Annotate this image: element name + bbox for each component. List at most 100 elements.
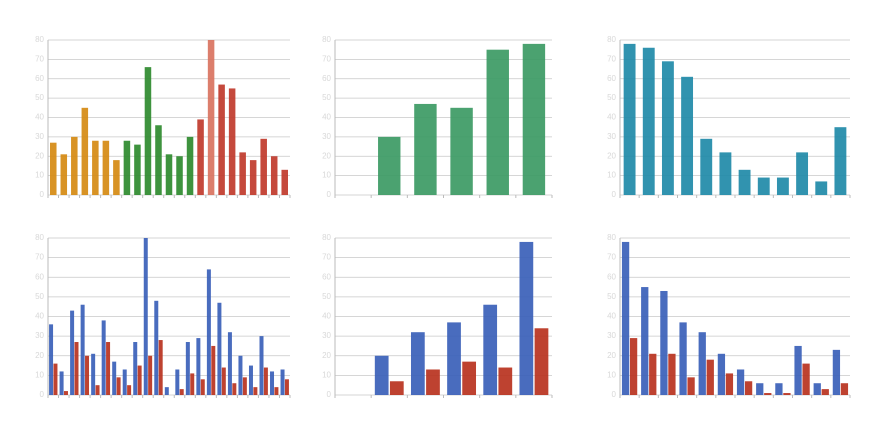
y-tick-label: 10 bbox=[607, 171, 616, 180]
bar bbox=[148, 355, 153, 395]
bar bbox=[744, 381, 753, 395]
bar bbox=[668, 353, 676, 395]
bar bbox=[143, 238, 148, 395]
bar bbox=[775, 383, 783, 395]
y-tick-label: 20 bbox=[607, 151, 616, 160]
y-tick-label: 0 bbox=[40, 390, 45, 399]
bar bbox=[274, 387, 279, 395]
bar bbox=[834, 127, 847, 195]
bar bbox=[70, 310, 75, 395]
y-tick-label: 40 bbox=[35, 312, 44, 321]
bar bbox=[101, 320, 106, 395]
bar bbox=[144, 67, 152, 195]
bar bbox=[483, 304, 498, 395]
bar bbox=[154, 300, 159, 395]
y-tick-label: 20 bbox=[607, 351, 616, 360]
bar bbox=[253, 387, 258, 395]
bar bbox=[378, 136, 401, 195]
bar bbox=[698, 332, 706, 395]
y-tick-label: 80 bbox=[607, 35, 616, 44]
y-tick-label: 10 bbox=[322, 171, 331, 180]
bar bbox=[123, 140, 131, 195]
bar bbox=[486, 49, 509, 195]
y-tick-label: 60 bbox=[35, 74, 44, 83]
bar bbox=[629, 338, 638, 395]
bar bbox=[242, 377, 247, 395]
bar bbox=[281, 169, 289, 195]
bar bbox=[802, 363, 810, 395]
y-tick-label: 20 bbox=[35, 351, 44, 360]
bar bbox=[217, 302, 222, 395]
bar bbox=[60, 154, 68, 195]
bar bbox=[228, 88, 236, 195]
y-tick-label: 0 bbox=[327, 390, 332, 399]
bar bbox=[179, 389, 184, 395]
bar bbox=[813, 383, 821, 395]
y-tick-label: 80 bbox=[322, 233, 331, 242]
bar bbox=[134, 144, 141, 195]
y-tick-label: 60 bbox=[607, 74, 616, 83]
bar bbox=[207, 40, 215, 195]
bar bbox=[211, 345, 216, 395]
bar bbox=[92, 140, 99, 195]
bar bbox=[410, 332, 425, 395]
bar bbox=[821, 389, 829, 395]
bar bbox=[186, 136, 194, 195]
bar bbox=[756, 383, 764, 395]
bar bbox=[80, 304, 85, 395]
y-tick-label: 70 bbox=[322, 54, 331, 63]
bar bbox=[95, 385, 100, 395]
bar bbox=[642, 47, 655, 195]
bar bbox=[719, 152, 732, 195]
bar bbox=[280, 369, 285, 395]
bar bbox=[534, 328, 549, 395]
y-tick-label: 30 bbox=[322, 331, 331, 340]
bar bbox=[85, 355, 90, 395]
bar bbox=[447, 322, 461, 395]
bar bbox=[200, 379, 205, 395]
bar bbox=[106, 342, 111, 395]
y-tick-label: 50 bbox=[607, 93, 616, 102]
bar bbox=[717, 353, 726, 395]
bar bbox=[49, 142, 57, 195]
bar bbox=[757, 177, 770, 195]
bar bbox=[155, 125, 162, 195]
bar bbox=[176, 156, 183, 195]
bar bbox=[736, 369, 745, 395]
y-tick-label: 80 bbox=[607, 233, 616, 242]
bar bbox=[232, 383, 237, 395]
bar bbox=[116, 377, 121, 395]
bar bbox=[776, 177, 789, 195]
bar bbox=[206, 269, 211, 395]
bar bbox=[259, 336, 264, 395]
bar bbox=[623, 43, 636, 195]
y-tick-label: 50 bbox=[607, 292, 616, 301]
y-tick-label: 20 bbox=[322, 151, 331, 160]
bar bbox=[91, 353, 96, 395]
bar bbox=[218, 84, 225, 195]
bar bbox=[185, 342, 190, 395]
y-tick-label: 40 bbox=[35, 113, 44, 122]
bar bbox=[498, 367, 513, 395]
bar bbox=[197, 119, 204, 195]
y-tick-label: 10 bbox=[322, 370, 331, 379]
y-tick-label: 40 bbox=[322, 113, 331, 122]
y-tick-label: 60 bbox=[322, 74, 331, 83]
y-tick-label: 0 bbox=[612, 190, 617, 199]
bar bbox=[63, 391, 68, 395]
bar bbox=[681, 76, 694, 195]
bar bbox=[450, 107, 473, 195]
y-tick-label: 80 bbox=[322, 35, 331, 44]
bar bbox=[239, 152, 246, 195]
bar bbox=[764, 393, 772, 395]
bar bbox=[248, 365, 253, 395]
bar bbox=[249, 160, 257, 195]
y-tick-label: 20 bbox=[35, 151, 44, 160]
bar bbox=[238, 355, 243, 395]
y-tick-label: 10 bbox=[35, 370, 44, 379]
bar bbox=[738, 169, 751, 195]
y-tick-label: 70 bbox=[322, 253, 331, 262]
y-tick-label: 40 bbox=[322, 312, 331, 321]
y-tick-label: 0 bbox=[612, 390, 617, 399]
